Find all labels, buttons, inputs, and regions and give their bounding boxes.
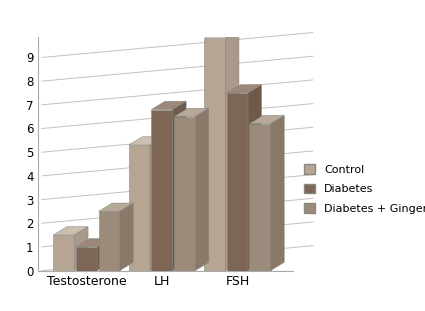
Polygon shape (129, 137, 164, 145)
Polygon shape (54, 227, 88, 235)
Polygon shape (151, 101, 186, 109)
Polygon shape (76, 247, 97, 271)
Polygon shape (271, 115, 284, 271)
Polygon shape (120, 203, 133, 271)
Polygon shape (129, 145, 150, 271)
Legend: Control, Diabetes, Diabetes + Ginger: Control, Diabetes, Diabetes + Ginger (304, 164, 425, 214)
Polygon shape (204, 30, 239, 39)
Polygon shape (227, 85, 261, 93)
Polygon shape (225, 30, 239, 271)
Polygon shape (248, 85, 261, 271)
Polygon shape (54, 235, 74, 271)
Polygon shape (249, 115, 284, 124)
Polygon shape (195, 108, 209, 271)
Polygon shape (150, 137, 164, 271)
Polygon shape (99, 203, 133, 211)
Polygon shape (174, 117, 195, 271)
Polygon shape (204, 39, 225, 271)
Polygon shape (173, 101, 186, 271)
Polygon shape (151, 109, 173, 271)
Polygon shape (74, 227, 88, 271)
Polygon shape (76, 239, 110, 247)
Polygon shape (99, 211, 120, 271)
Polygon shape (227, 93, 248, 271)
Polygon shape (249, 124, 271, 271)
Polygon shape (174, 108, 209, 117)
Polygon shape (97, 239, 110, 271)
